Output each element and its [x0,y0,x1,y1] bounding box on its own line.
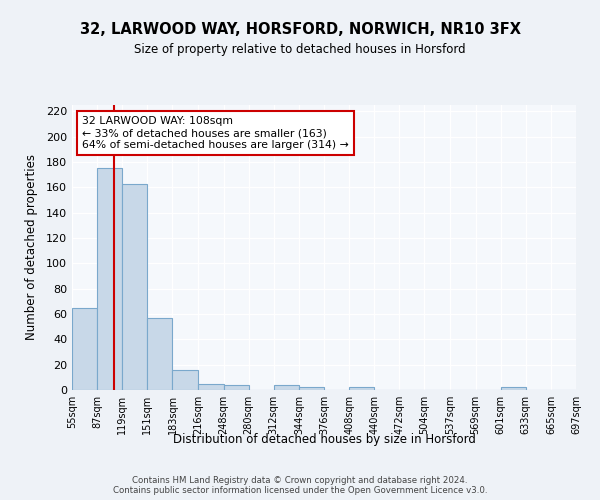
Bar [500,388,526,390]
Bar [122,184,148,390]
Text: 32 LARWOOD WAY: 108sqm
← 33% of detached houses are smaller (163)
64% of semi-de: 32 LARWOOD WAY: 108sqm ← 33% of detached… [82,116,349,150]
Bar [199,384,224,390]
Bar [148,318,172,390]
Bar [299,388,324,390]
Bar [224,385,248,390]
Bar [97,168,122,390]
Text: Size of property relative to detached houses in Horsford: Size of property relative to detached ho… [134,42,466,56]
Bar [172,370,199,390]
Bar [72,308,97,390]
Text: 32, LARWOOD WAY, HORSFORD, NORWICH, NR10 3FX: 32, LARWOOD WAY, HORSFORD, NORWICH, NR10… [79,22,521,38]
Text: Contains HM Land Registry data © Crown copyright and database right 2024.
Contai: Contains HM Land Registry data © Crown c… [113,476,487,495]
Bar [274,385,299,390]
Text: Distribution of detached houses by size in Horsford: Distribution of detached houses by size … [173,432,475,446]
Y-axis label: Number of detached properties: Number of detached properties [25,154,38,340]
Bar [349,388,374,390]
